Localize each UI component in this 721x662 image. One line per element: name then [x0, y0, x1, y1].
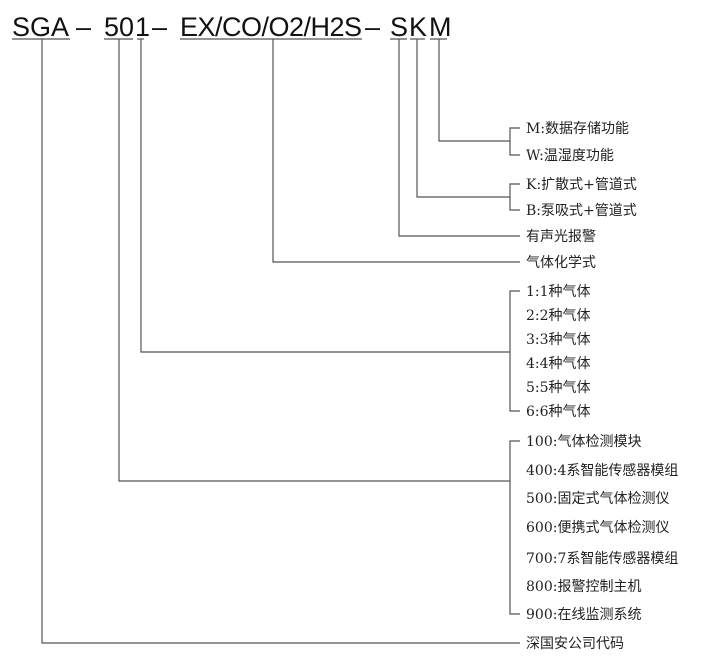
product-type-label: 700:7系智能传感器模组: [526, 550, 678, 567]
function-label: M:数据存储功能: [526, 121, 629, 137]
code-gas-formula: EX/CO/O2/H2S: [180, 12, 362, 42]
function-label: W:温湿度功能: [526, 148, 614, 164]
company-code-label: 深国安公司代码: [526, 636, 624, 652]
gas-count-label: 4:4种气体: [526, 356, 591, 372]
product-type-label: 800:报警控制主机: [526, 579, 641, 595]
product-type-label: 400:4系智能传感器模组: [526, 462, 678, 479]
alarm-label: 有声光报警: [526, 229, 596, 245]
code-function: M: [429, 12, 452, 42]
sampling-label: B:泵吸式+管道式: [526, 203, 637, 219]
product-type-label: 600:便携式气体检测仪: [526, 520, 669, 536]
gas-count-label: 5:5种气体: [526, 380, 591, 396]
gas-count-label: 1:1种气体: [526, 284, 591, 300]
code-dash: –: [76, 12, 91, 42]
product-type-label: 500:固定式气体检测仪: [526, 491, 669, 507]
model-code: SGA – 50 1 – EX/CO/O2/H2S – S K M: [12, 12, 452, 42]
gas-count-label: 2:2种气体: [526, 308, 591, 324]
sampling-label: K:扩散式+管道式: [526, 177, 637, 193]
code-alarm: S: [390, 12, 408, 42]
code-gas-count: 1: [135, 12, 150, 42]
code-series: 50: [104, 12, 134, 42]
gas-count-label: 3:3种气体: [526, 332, 591, 348]
code-sampling: K: [409, 12, 427, 42]
code-dash: –: [365, 12, 380, 42]
connectors: [41, 39, 520, 644]
product-type-label: 900:在线监测系统: [526, 607, 641, 623]
gas-count-label: 6:6种气体: [526, 404, 591, 420]
code-sga: SGA: [12, 12, 69, 42]
code-dash: –: [152, 12, 167, 42]
gas-formula-label: 气体化学式: [526, 255, 596, 271]
labels: M:数据存储功能 W:温湿度功能 K:扩散式+管道式 B:泵吸式+管道式 有声光…: [526, 121, 678, 652]
product-type-label: 100:气体检测模块: [526, 434, 641, 450]
